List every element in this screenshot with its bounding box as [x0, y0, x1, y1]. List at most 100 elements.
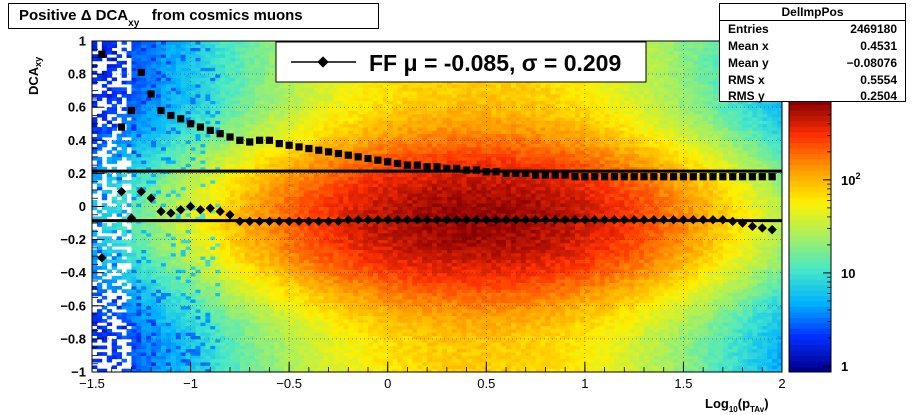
heatmap-cell: [333, 206, 339, 211]
heatmap-cell: [279, 156, 285, 161]
heatmap-cell: [279, 309, 285, 313]
heatmap-cell: [146, 223, 152, 227]
heatmap-cell: [161, 80, 167, 85]
heatmap-cell: [225, 332, 231, 336]
heatmap-cell: [156, 315, 162, 320]
heatmap-cell: [244, 146, 251, 151]
heatmap-cell: [195, 299, 201, 303]
heatmap-cell: [299, 305, 305, 310]
heatmap-cell: [279, 355, 285, 360]
heatmap-cell: [274, 242, 280, 247]
heatmap-cell: [333, 368, 339, 372]
heatmap-cell: [92, 338, 98, 343]
heatmap-cell: [225, 295, 231, 300]
heatmap-cell: [269, 166, 275, 171]
heatmap-cell: [254, 305, 260, 310]
heatmap-cell: [156, 236, 162, 240]
heatmap-cell: [239, 203, 246, 207]
heatmap-cell: [230, 249, 236, 254]
heatmap-cell: [249, 57, 256, 62]
heatmap-cell: [294, 216, 300, 221]
heatmap-cell: [284, 110, 290, 115]
heatmap-cell: [111, 239, 118, 244]
heatmap-cell: [323, 130, 329, 135]
heatmap-cell: [244, 322, 251, 327]
heatmap-cell: [165, 173, 172, 178]
heatmap-cell: [259, 90, 265, 95]
heatmap-cell: [348, 90, 354, 95]
heatmap-cell: [303, 213, 310, 217]
heatmap-cell: [215, 180, 221, 184]
heatmap-cell: [323, 143, 329, 148]
heatmap-cell: [195, 90, 201, 95]
heatmap-cell: [264, 259, 270, 264]
heatmap-cell: [195, 322, 201, 327]
heatmap-cell: [328, 355, 334, 360]
heatmap-cell: [289, 232, 295, 237]
heatmap-cell: [230, 153, 236, 158]
heatmap-cell: [180, 309, 187, 313]
heatmap-cell: [180, 242, 187, 247]
heatmap-cell: [230, 342, 236, 346]
heatmap-cell: [318, 153, 325, 158]
heatmap-cell: [200, 176, 206, 181]
heatmap-cell: [303, 130, 310, 135]
heatmap-cell: [210, 338, 216, 343]
heatmap-cell: [274, 117, 280, 121]
heatmap-cell: [353, 127, 359, 131]
heatmap-cell: [254, 80, 260, 85]
heatmap-cell: [323, 183, 329, 188]
heatmap-cell: [151, 226, 157, 231]
heatmap-cell: [323, 256, 329, 260]
heatmap-cell: [195, 295, 201, 300]
heatmap-cell: [259, 50, 265, 55]
heatmap-cell: [200, 259, 206, 264]
heatmap-cell: [121, 153, 127, 158]
heatmap-cell: [146, 266, 152, 270]
heatmap-cell: [106, 285, 113, 290]
heatmap-cell: [299, 242, 305, 247]
heatmap-cell: [190, 332, 196, 336]
heatmap-cell: [220, 285, 226, 290]
heatmap-cell: [180, 345, 187, 350]
heatmap-cell: [175, 365, 182, 370]
heatmap-cell: [338, 84, 344, 88]
heatmap-cell: [274, 279, 280, 284]
heatmap-cell: [156, 153, 162, 158]
heatmap-cell: [175, 54, 182, 58]
heatmap-cell: [146, 60, 152, 65]
heatmap-cell: [151, 299, 157, 303]
heatmap-cell: [239, 199, 246, 204]
heatmap-cell: [200, 113, 206, 118]
heatmap-cell: [239, 246, 246, 250]
heatmap-cell: [244, 309, 251, 313]
heatmap-cell: [126, 229, 132, 234]
heatmap-cell: [254, 199, 260, 204]
heatmap-cell: [161, 345, 167, 350]
heatmap-cell: [239, 249, 246, 254]
heatmap-cell: [249, 113, 256, 118]
heatmap-cell: [116, 87, 122, 92]
heatmap-cell: [200, 173, 206, 178]
heatmap-cell: [308, 242, 315, 247]
heatmap-cell: [338, 136, 344, 141]
heatmap-cell: [165, 100, 172, 105]
heatmap-cell: [190, 143, 196, 148]
heatmap-cell: [220, 292, 226, 297]
heatmap-cell: [338, 338, 344, 343]
heatmap-cell: [131, 276, 137, 280]
heatmap-cell: [170, 130, 177, 135]
heatmap-cell: [200, 74, 206, 78]
heatmap-cell: [318, 117, 325, 121]
heatmap-cell: [259, 256, 265, 260]
heatmap-cell: [303, 103, 310, 108]
heatmap-cell: [289, 100, 295, 105]
heatmap-cell: [151, 97, 157, 101]
heatmap-cell: [343, 312, 349, 317]
heatmap-cell: [200, 345, 206, 350]
heatmap-cell: [151, 309, 157, 313]
heatmap-cell: [210, 57, 216, 62]
heatmap-cell: [274, 246, 280, 250]
heatmap-cell: [220, 345, 226, 350]
heatmap-cell: [170, 285, 177, 290]
